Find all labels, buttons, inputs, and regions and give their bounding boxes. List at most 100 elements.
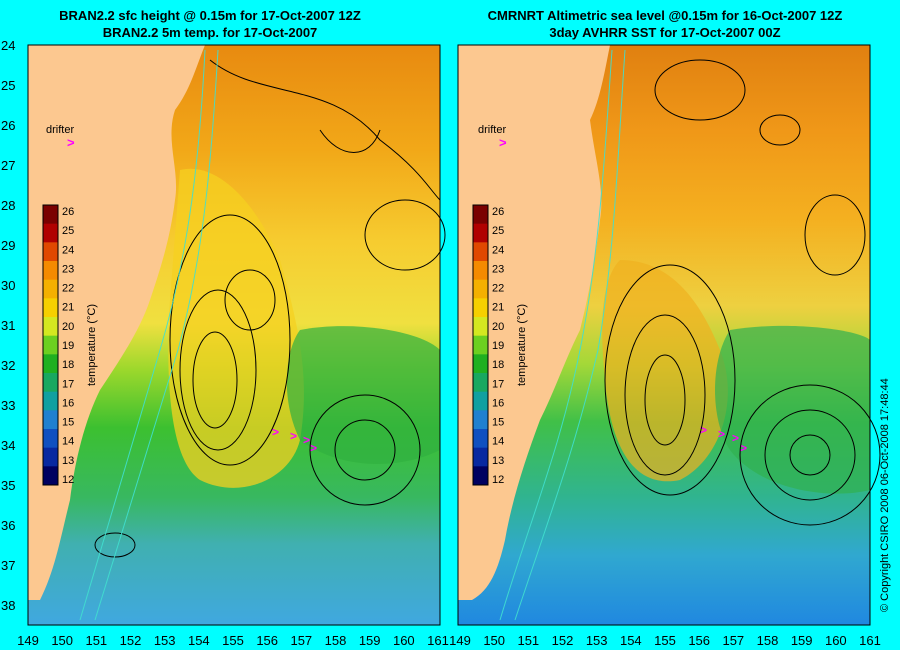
colorbar-swatch [43, 447, 58, 467]
colorbar-swatch [43, 261, 58, 281]
colorbar-swatch [473, 335, 488, 355]
colorbar-tick-label: 19 [492, 340, 504, 352]
colorbar-tick-label: 15 [62, 417, 74, 429]
colorbar-tick-label: 14 [492, 436, 504, 448]
colorbar-swatch [473, 391, 488, 411]
colorbar-tick-label: 13 [62, 455, 74, 467]
svg-text:>: > [700, 423, 707, 437]
left-land [28, 45, 205, 600]
colorbar-swatch [473, 466, 488, 486]
colorbar-tick-label: 23 [492, 263, 504, 275]
right-drifter-label: drifter [478, 124, 506, 136]
svg-text:>: > [310, 441, 317, 455]
longitude-tick-label: 160 [825, 633, 847, 648]
colorbar-tick-label: 13 [492, 455, 504, 467]
longitude-tick-label: 159 [359, 633, 381, 648]
colorbar-tick-label: 20 [492, 321, 504, 333]
colorbar-swatch [43, 242, 58, 262]
right-map-frame [457, 44, 871, 626]
colorbar-tick-label: 19 [62, 340, 74, 352]
colorbar-tick-label: 21 [492, 302, 504, 314]
left-drifter-marker: > [67, 135, 75, 150]
colorbar-tick-label: 26 [62, 206, 74, 218]
longitude-tick-label: 153 [586, 633, 608, 648]
colorbar-tick-label: 18 [62, 359, 74, 371]
longitude-tick-label: 157 [290, 633, 312, 648]
left-bathymetry [79, 49, 219, 621]
latitude-tick-label: 36 [1, 518, 15, 533]
longitude-tick-label: 156 [688, 633, 710, 648]
right-land [458, 45, 610, 600]
latitude-tick-label: 30 [1, 278, 15, 293]
colorbar-swatch [43, 466, 58, 486]
colorbar-swatch [43, 354, 58, 374]
colorbar-swatch [473, 242, 488, 262]
colorbar-swatch [473, 447, 488, 467]
right-drifter-marker: > [499, 135, 507, 150]
colorbar-tick-label: 24 [492, 244, 504, 256]
colorbar-swatch [473, 205, 488, 225]
colorbar-swatch [43, 410, 58, 430]
right-contours [604, 59, 881, 526]
colorbar-tick-label: 12 [492, 474, 504, 486]
right-colorbar-label: temperature (°C) [516, 304, 528, 386]
colorbar-swatch [473, 373, 488, 393]
colorbar-frame [472, 204, 489, 486]
longitude-tick-label: 160 [393, 633, 415, 648]
longitude-tick-label: 159 [791, 633, 813, 648]
colorbar-swatch [43, 317, 58, 337]
right-drifter-track: > > > > [700, 423, 747, 455]
colorbar-swatch [473, 354, 488, 374]
colorbar-tick-label: 14 [62, 436, 74, 448]
right-bathymetry [499, 49, 626, 621]
longitude-tick-label: 158 [325, 633, 347, 648]
colorbar-tick-label: 23 [62, 263, 74, 275]
left-colorbar-swatches [42, 204, 59, 486]
latitude-tick-label: 25 [1, 78, 15, 93]
longitude-tick-label: 153 [154, 633, 176, 648]
latitude-tick-label: 35 [1, 478, 15, 493]
colorbar-swatch [43, 335, 58, 355]
left-colorbar-ticks: 26 25 24 23 22 21 20 19 18 17 16 15 14 13 12 [62, 206, 74, 486]
longitude-tick-label: 158 [757, 633, 779, 648]
left-drifter-track: > > > > [272, 425, 317, 455]
latitude-tick-label: 26 [1, 118, 15, 133]
copyright-text: © Copyright CSIRO 2008 06-Oct-2008 17:48… [879, 378, 891, 612]
left-map: > > > > drifter > [27, 44, 446, 626]
left-x-ticks: 149 150 151 152 153 154 155 156 157 158 159 160 161 [17, 633, 449, 648]
longitude-tick-label: 156 [256, 633, 278, 648]
colorbar-swatch [473, 429, 488, 449]
colorbar-frame [42, 204, 59, 486]
latitude-tick-label: 29 [1, 238, 15, 253]
colorbar-tick-label: 12 [62, 474, 74, 486]
longitude-tick-label: 150 [51, 633, 73, 648]
longitude-tick-label: 161 [427, 633, 449, 648]
latitude-tick-label: 33 [1, 398, 15, 413]
colorbar-swatch [43, 298, 58, 318]
longitude-tick-label: 157 [722, 633, 744, 648]
svg-text:>: > [290, 429, 297, 443]
colorbar-swatch [473, 317, 488, 337]
longitude-tick-label: 151 [517, 633, 539, 648]
colorbar-tick-label: 16 [62, 397, 74, 409]
right-colorbar-ticks: 26 25 24 23 22 21 20 19 18 17 16 15 14 13 12 [492, 206, 504, 486]
longitude-tick-label: 151 [85, 633, 107, 648]
colorbar-swatch [473, 261, 488, 281]
left-y-ticks: 24 25 26 27 28 29 30 31 32 33 34 35 36 37 38 [1, 38, 15, 613]
colorbar-swatch [43, 205, 58, 225]
svg-text:>: > [718, 427, 725, 441]
left-panel: BRAN2.2 sfc height @ 0.15m for 17-Oct-20… [1, 8, 449, 648]
latitude-tick-label: 32 [1, 358, 15, 373]
colorbar-swatch [473, 279, 488, 299]
colorbar-swatch [43, 391, 58, 411]
longitude-tick-label: 155 [654, 633, 676, 648]
longitude-tick-label: 150 [483, 633, 505, 648]
colorbar-swatch [43, 373, 58, 393]
latitude-tick-label: 24 [1, 38, 15, 53]
longitude-tick-label: 154 [188, 633, 210, 648]
colorbar-swatch [43, 429, 58, 449]
left-map-frame [27, 44, 441, 626]
longitude-tick-label: 152 [552, 633, 574, 648]
colorbar-tick-label: 18 [492, 359, 504, 371]
